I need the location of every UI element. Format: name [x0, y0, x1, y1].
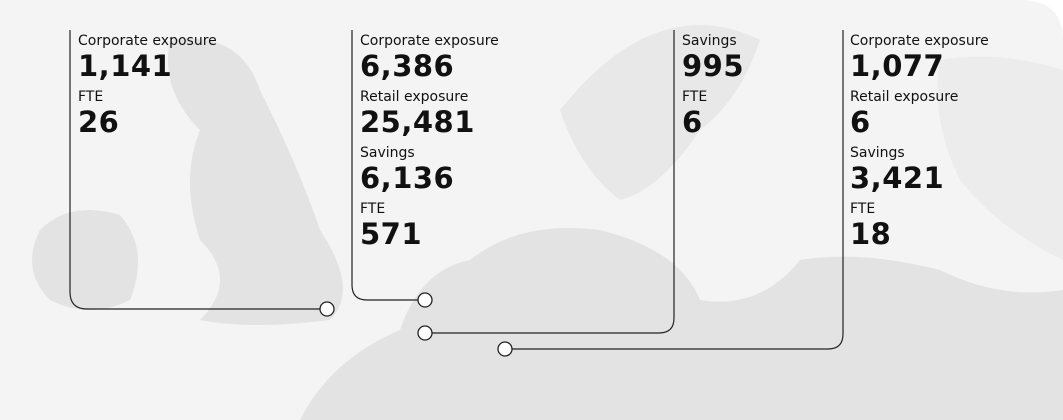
metric-value: 571	[360, 217, 423, 251]
metric-value: 995	[682, 49, 745, 83]
metric-label: Corporate exposure	[360, 33, 499, 49]
metric-value: 1,141	[78, 49, 173, 83]
land-britain	[168, 38, 343, 325]
metric: Savings 995	[682, 32, 744, 82]
metric: FTE 6	[682, 88, 744, 138]
land-scandinavia	[560, 25, 760, 200]
location-marker	[417, 292, 433, 308]
metric: Corporate exposure 1,077	[850, 32, 989, 82]
metric-group: Corporate exposure 1,141 FTE 26	[78, 32, 217, 144]
location-marker	[319, 301, 335, 317]
metric-label: FTE	[850, 201, 876, 217]
location-marker	[417, 325, 433, 341]
connector-line	[69, 30, 320, 310]
metric-label: FTE	[78, 89, 104, 105]
metric: Retail exposure 25,481	[360, 88, 499, 138]
metric: FTE 18	[850, 200, 989, 250]
metric-label: FTE	[360, 201, 386, 217]
metric-label: Retail exposure	[360, 89, 469, 105]
metric-value: 6	[850, 105, 871, 139]
land-continent	[300, 228, 1063, 420]
metric-value: 26	[78, 105, 120, 139]
metric-group: Corporate exposure 1,077 Retail exposure 6 S…	[850, 32, 989, 256]
metric-value: 6,386	[360, 49, 455, 83]
metric: Corporate exposure 6,386	[360, 32, 499, 82]
metric-value: 6,136	[360, 161, 455, 195]
metric-value: 18	[850, 217, 892, 251]
metric-label: FTE	[682, 89, 708, 105]
land-east	[937, 56, 1063, 260]
metric-label: Corporate exposure	[850, 33, 989, 49]
connector-line	[351, 30, 418, 301]
metric-value: 1,077	[850, 49, 945, 83]
metric-value: 6	[682, 105, 703, 139]
metric: FTE 571	[360, 200, 499, 250]
land-ireland	[32, 210, 138, 310]
metric-label: Savings	[360, 145, 415, 161]
metric-label: Savings	[850, 145, 905, 161]
metric: Savings 3,421	[850, 144, 989, 194]
metric: Savings 6,136	[360, 144, 499, 194]
metric: Retail exposure 6	[850, 88, 989, 138]
metric-group: Corporate exposure 6,386 Retail exposure 25…	[360, 32, 499, 256]
location-marker	[497, 341, 513, 357]
metric-value: 3,421	[850, 161, 945, 195]
metric-group: Savings 995 FTE 6	[682, 32, 744, 144]
metric-label: Corporate exposure	[78, 33, 217, 49]
connector-line	[432, 30, 675, 334]
connector-line	[512, 30, 844, 350]
metric-label: Retail exposure	[850, 89, 959, 105]
metric: FTE 26	[78, 88, 217, 138]
metric-value: 25,481	[360, 105, 475, 139]
metric-label: Savings	[682, 33, 737, 49]
metric: Corporate exposure 1,141	[78, 32, 217, 82]
